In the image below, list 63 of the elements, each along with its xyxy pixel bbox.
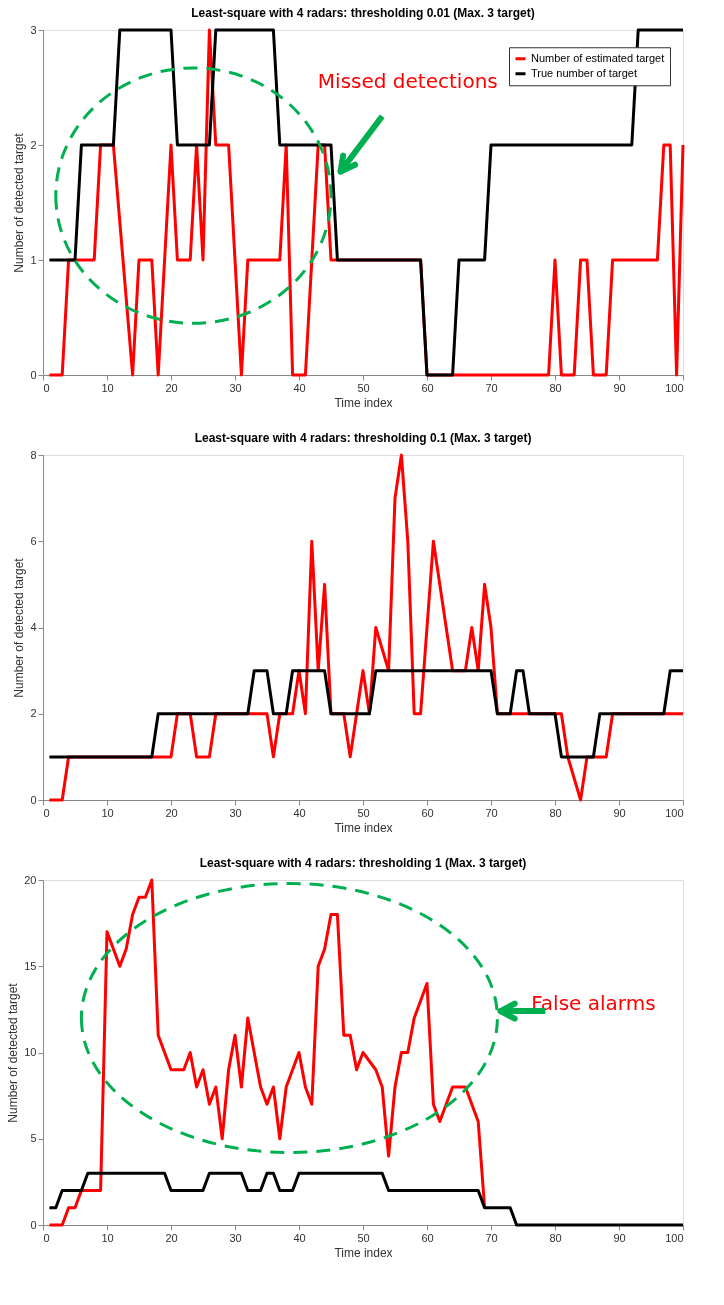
y-tick-label: 0 (30, 368, 37, 381)
x-tick-label: 80 (549, 806, 562, 819)
chart-title: Least-square with 4 radars: thresholding 0.1 (Max. 3 target) (194, 431, 532, 445)
y-tick-label: 5 (30, 1132, 37, 1145)
annotation: Missed detections (317, 68, 498, 93)
x-tick-label: 30 (229, 806, 242, 819)
y-tick-label: 0 (30, 793, 37, 806)
y-axis-title: Number of detected target (6, 982, 21, 1123)
y-tick-label: 2 (30, 707, 37, 720)
line-series (47, 1171, 685, 1227)
x-tick-label: 60 (421, 806, 434, 819)
x-tick-label: 20 (165, 381, 178, 394)
line-series (47, 28, 685, 377)
y-tick-label: 4 (30, 621, 37, 633)
chart-title: Least-square with 4 radars: thresholding 1 (Max. 3 target) (199, 856, 527, 870)
x-tick-label: 30 (229, 381, 242, 394)
x-tick-label: 10 (101, 806, 114, 819)
x-tick-label: 100 (665, 806, 684, 819)
x-tick-label: 70 (485, 381, 498, 394)
x-tick-label: 40 (293, 381, 306, 394)
x-axis-title: Time index (334, 1245, 393, 1260)
x-tick-label: 90 (613, 1231, 626, 1244)
x-tick-label: 100 (665, 1231, 684, 1244)
x-tick-label: 20 (165, 806, 178, 819)
y-axis-title: Number of detected target (12, 132, 27, 273)
y-tick-label: 10 (24, 1046, 37, 1058)
x-tick-label: 100 (665, 381, 684, 394)
x-tick-label: 10 (101, 1231, 114, 1244)
x-tick-label: 80 (549, 381, 562, 394)
x-tick-label: 80 (549, 1231, 562, 1244)
y-tick-label: 2 (30, 138, 37, 151)
x-tick-label: 50 (357, 806, 370, 819)
x-tick-label: 40 (293, 806, 306, 819)
x-tick-label: 60 (421, 1231, 434, 1244)
x-tick-label: 90 (613, 806, 626, 819)
chart-title: Least-square with 4 radars: thresholding 0.01 (Max. 3 target) (191, 6, 535, 20)
y-tick-label: 8 (30, 448, 37, 461)
x-tick-label: 20 (165, 1231, 178, 1244)
x-tick-label: 70 (485, 1231, 498, 1244)
legend-label: Number of estimated target (531, 51, 665, 64)
legend-label: True number of target (531, 66, 637, 79)
x-tick-label: 50 (357, 1231, 370, 1244)
y-tick-label: 20 (24, 873, 37, 886)
x-tick-label: 30 (229, 1231, 242, 1244)
y-axis-title: Number of detected target (12, 557, 27, 698)
x-tick-label: 0 (43, 381, 50, 394)
y-tick-label: 0 (30, 1218, 37, 1231)
x-tick-label: 50 (357, 381, 370, 394)
x-axis-title: Time index (334, 395, 393, 410)
x-tick-label: 90 (613, 381, 626, 394)
x-tick-label: 0 (43, 806, 50, 819)
y-tick-label: 1 (30, 253, 37, 266)
y-tick-label: 6 (30, 534, 37, 547)
x-axis-title: Time index (334, 820, 393, 835)
x-tick-label: 0 (43, 1231, 50, 1244)
x-tick-label: 10 (101, 381, 114, 394)
annotation: False alarms (531, 991, 656, 1016)
x-tick-label: 60 (421, 381, 434, 394)
y-tick-label: 15 (24, 959, 37, 972)
x-tick-label: 40 (293, 1231, 306, 1244)
x-tick-label: 70 (485, 806, 498, 819)
line-series (47, 878, 487, 1227)
y-tick-label: 3 (30, 23, 37, 36)
